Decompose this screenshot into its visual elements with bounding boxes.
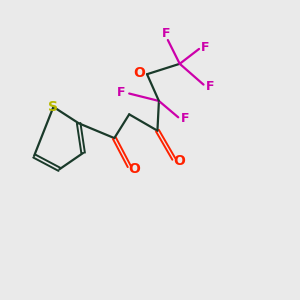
Text: F: F (206, 80, 214, 94)
Text: F: F (162, 27, 171, 40)
Text: F: F (181, 112, 189, 125)
Text: O: O (134, 66, 146, 80)
Text: F: F (117, 86, 125, 99)
Text: F: F (201, 41, 210, 54)
Text: O: O (173, 154, 185, 168)
Text: O: O (129, 162, 140, 176)
Text: S: S (48, 100, 58, 114)
